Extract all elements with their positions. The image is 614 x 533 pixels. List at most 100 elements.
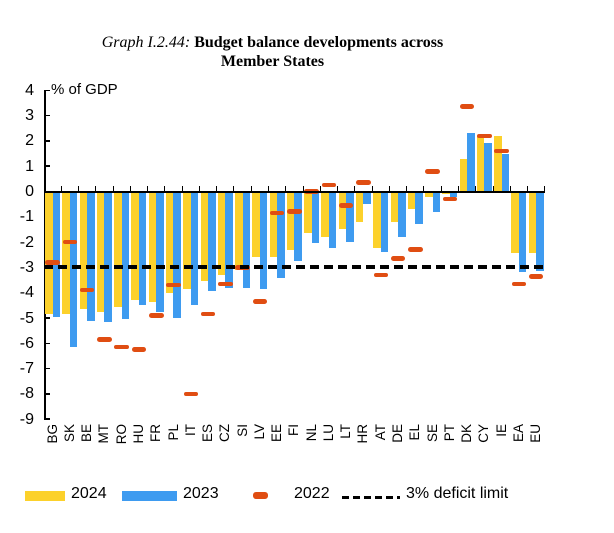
y-axis-label: 2 — [25, 132, 34, 150]
bar-2023-RO — [121, 191, 130, 320]
chart-title-prefix: Graph I.2.44: — [101, 34, 191, 51]
x-axis-label-LT: LT — [337, 424, 355, 454]
bar-2023-LU — [328, 191, 337, 249]
bar-2024-EA — [511, 191, 519, 254]
x-axis-label-EA: EA — [510, 424, 528, 454]
x-axis-label-text: LT — [338, 424, 354, 439]
bar-2023-NL — [311, 191, 320, 244]
x-tick — [216, 185, 218, 192]
bar-2023-ES — [208, 191, 216, 292]
dash-marker-2022-EE — [269, 210, 285, 216]
y-axis-line — [44, 90, 46, 420]
x-axis-label-FI: FI — [285, 424, 303, 454]
x-tick — [423, 185, 425, 192]
bar-2023-BE — [87, 191, 95, 321]
x-tick — [285, 185, 287, 192]
x-axis-label-text: SI — [234, 424, 250, 437]
x-axis-label-PT: PT — [441, 424, 459, 454]
zero-axis-line — [44, 190, 545, 193]
dash-marker-2022-DE — [390, 256, 406, 261]
x-axis-label-text: SK — [61, 424, 77, 443]
y-axis-label: -3 — [19, 258, 34, 276]
y-axis-label: 0 — [25, 183, 34, 200]
x-axis-label-EL: EL — [406, 424, 424, 454]
x-axis-label-EU: EU — [527, 424, 545, 454]
x-tick — [492, 185, 494, 192]
bar-2024-PL — [165, 191, 174, 293]
dash-marker-2022-HU — [131, 347, 147, 352]
bar-2024-PT — [442, 191, 450, 195]
x-axis-label-text: IE — [493, 424, 509, 437]
legend-label-2022: 2022 — [294, 485, 330, 502]
y-axis-label: -2 — [19, 233, 34, 251]
bar-2023-PT — [449, 191, 458, 197]
x-axis-label-CY: CY — [475, 424, 493, 454]
bar-2024-CY — [476, 135, 485, 192]
x-axis-label-SI: SI — [234, 424, 252, 454]
x-tick — [527, 185, 529, 192]
bar-2024-CZ — [217, 191, 226, 275]
y-axis-unit-label: % of GDP — [51, 81, 118, 98]
y-axis-label: -8 — [19, 385, 34, 403]
y-tick — [44, 367, 50, 370]
legend-label-2024: 2024 — [71, 485, 107, 502]
y-axis-label: -4 — [19, 284, 34, 302]
chart-title-line1: Graph I.2.44: Budget balance development… — [0, 33, 545, 52]
legend-label-deficit-limit: 3% deficit limit — [406, 485, 509, 502]
x-axis-label-text: AT — [372, 424, 388, 441]
dash-marker-2022-LU — [321, 182, 337, 188]
bar-2023-MT — [104, 191, 112, 322]
bar-2024-SK — [62, 191, 70, 315]
x-axis-label-text: MT — [96, 424, 112, 444]
bar-2024-EU — [528, 191, 537, 254]
x-axis-label-text: EU — [528, 424, 544, 443]
x-tick — [337, 185, 339, 192]
dash-marker-2022-HR — [356, 180, 371, 185]
x-axis-label-text: CZ — [217, 424, 233, 443]
x-tick — [250, 185, 252, 192]
bar-2024-NL — [304, 191, 312, 234]
x-axis-label-text: FI — [286, 424, 302, 437]
x-tick — [147, 185, 149, 192]
x-tick — [268, 185, 269, 192]
legend-swatch-2024 — [25, 491, 65, 501]
bar-2023-PL — [173, 191, 181, 318]
x-axis-label-MT: MT — [95, 424, 113, 454]
y-tick — [44, 140, 50, 142]
bar-2023-LV — [259, 191, 268, 289]
x-axis-label-BG: BG — [44, 424, 62, 454]
x-axis-label-text: EL — [407, 424, 423, 441]
x-tick — [319, 185, 321, 192]
bar-2024-HU — [131, 191, 139, 301]
bar-2024-RO — [114, 191, 122, 307]
x-axis-label-BE: BE — [78, 424, 96, 454]
dash-marker-2022-PL — [166, 282, 181, 288]
bar-2023-FR — [156, 191, 164, 312]
y-axis-label: -7 — [19, 360, 34, 378]
dash-marker-2022-SE — [425, 169, 440, 174]
dash-marker-2022-CZ — [218, 281, 233, 287]
bar-2024-AT — [373, 191, 381, 249]
x-axis-label-text: RO — [113, 424, 129, 445]
dash-marker-2022-MT — [97, 337, 112, 342]
x-axis-label-DK: DK — [458, 424, 476, 454]
dash-marker-2022-IE — [494, 148, 509, 154]
x-axis-label-HU: HU — [130, 424, 148, 454]
x-axis-label-IT: IT — [182, 424, 200, 454]
dash-marker-2022-BE — [79, 287, 95, 293]
chart-title-line2: Member States — [220, 53, 325, 70]
bar-2023-BG — [52, 191, 61, 317]
bar-2024-BG — [45, 191, 53, 315]
dash-marker-2022-AT — [373, 272, 388, 278]
x-tick — [406, 185, 408, 192]
x-tick — [198, 185, 200, 192]
x-tick — [78, 185, 80, 192]
dash-marker-2022-IT — [183, 391, 199, 397]
bar-2024-EE — [269, 191, 278, 258]
dash-marker-2022-EU — [528, 274, 544, 279]
x-tick — [181, 185, 183, 192]
x-axis-label-FR: FR — [147, 424, 165, 454]
bar-2023-CZ — [225, 191, 233, 288]
x-axis-label-ES: ES — [199, 424, 217, 454]
